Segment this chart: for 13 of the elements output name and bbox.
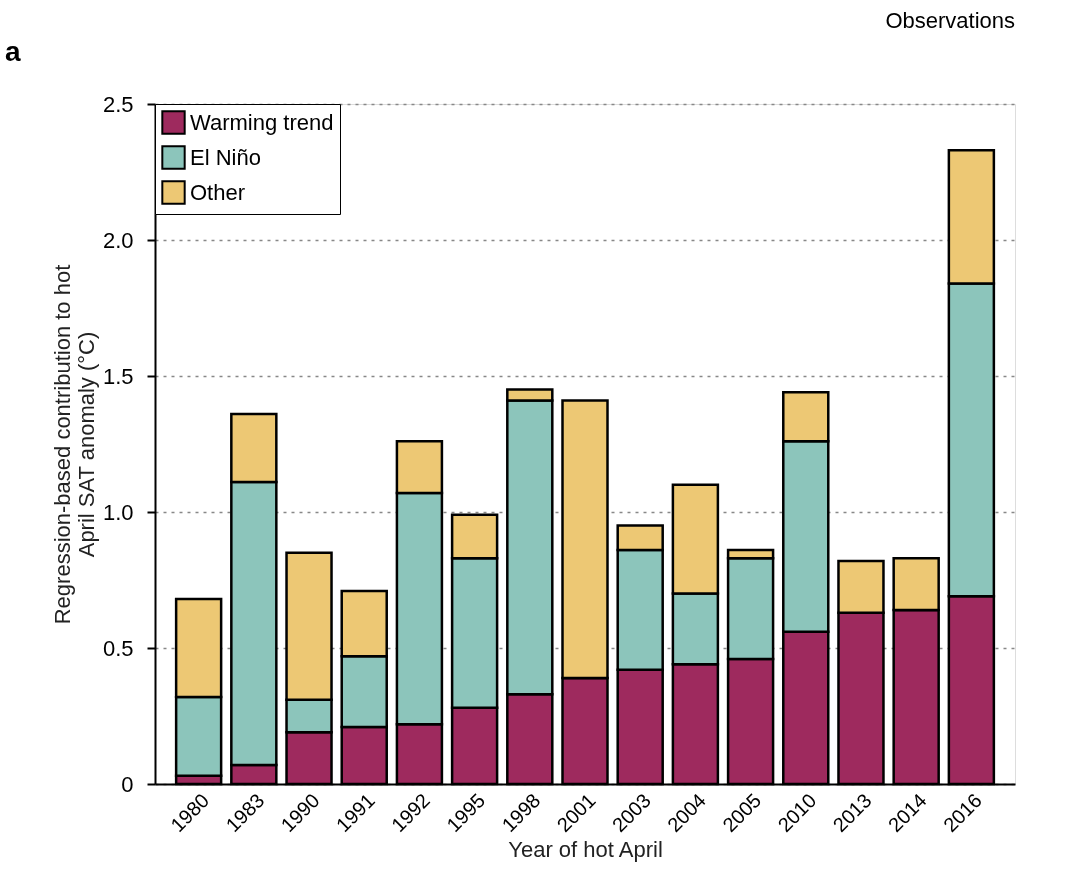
y-tick-label: 1.5 bbox=[102, 363, 134, 389]
legend-label: Other bbox=[190, 179, 246, 205]
y-tick-label: 1.0 bbox=[102, 499, 134, 525]
text: a bbox=[5, 36, 21, 67]
chart-title: Observations bbox=[885, 8, 1015, 33]
y-tick-label: 2.5 bbox=[102, 91, 134, 117]
y-tick-label: 0 bbox=[121, 771, 134, 797]
legend-label: Warming trend bbox=[190, 109, 334, 135]
x-axis-title: Year of hot April bbox=[508, 837, 663, 863]
y-tick-label: 2.0 bbox=[102, 227, 134, 253]
legend-label: El Niño bbox=[190, 144, 261, 170]
y-axis-title: Regression-based contribution to hot April SAT anomaly (°C) bbox=[49, 264, 99, 625]
y-tick-label: 0.5 bbox=[102, 635, 134, 661]
